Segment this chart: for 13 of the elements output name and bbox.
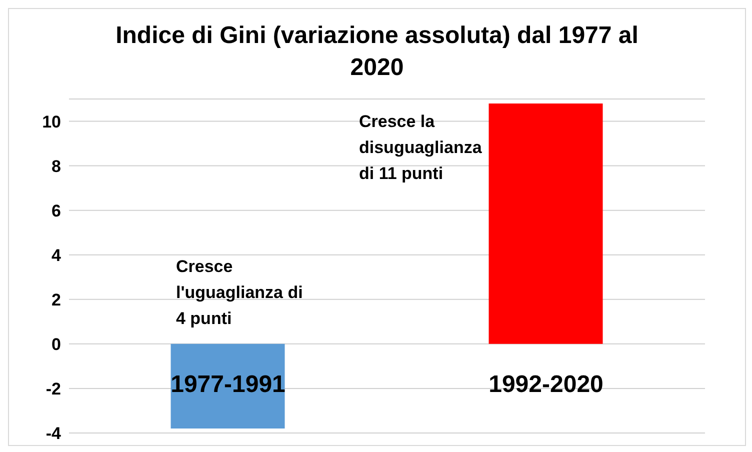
y-tick-label: 0 [52,334,61,354]
y-tick-label: 10 [42,112,61,132]
annotation: Cresce l'uguaglianza di 4 punti [176,256,304,330]
y-tick-label: 8 [52,156,61,176]
annotation: Cresce la disuguaglianza di 11 punti [359,111,483,185]
x-tick-label: 1992-2020 [488,370,604,398]
y-tick-label: 6 [52,201,61,220]
y-tick-label: -2 [46,380,61,398]
chart-title: Indice di Gini (variazione assoluta) dal 1977 al 2020 [114,20,640,82]
x-tick-label: 1977-1991 [170,370,286,398]
y-tick-label: -4 [46,424,62,444]
y-tick-label: 4 [52,246,62,265]
y-tick-label: 2 [52,290,61,310]
